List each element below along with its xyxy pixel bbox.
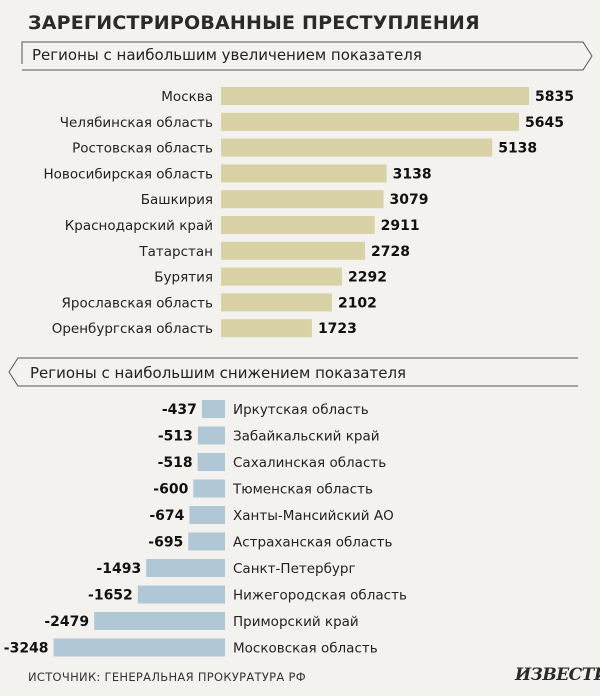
decrease-bar (137, 585, 225, 604)
increase-section-title: Регионы с наибольшим увеличением показат… (32, 46, 422, 64)
decrease-category-label: Санкт-Петербург (233, 561, 356, 577)
decrease-bar (189, 506, 225, 524)
decrease-bar (201, 400, 225, 418)
decrease-category-label: Нижегородская область (233, 588, 407, 604)
increase-category-label: Краснодарский край (65, 218, 213, 234)
increase-category-label: Ярославская область (62, 295, 214, 311)
decrease-value-label: -3248 (4, 641, 49, 657)
increase-value-label: 5645 (525, 115, 564, 131)
decrease-category-label: Сахалинская область (233, 455, 386, 471)
decrease-value-label: -518 (158, 455, 193, 471)
decrease-value-label: -1493 (96, 561, 141, 577)
increase-value-label: 2292 (348, 270, 387, 286)
decrease-bar (197, 453, 225, 471)
increase-category-label: Татарстан (138, 244, 213, 260)
decrease-section-arrow (8, 357, 578, 387)
chart-title: ЗАРЕГИСТРИРОВАННЫЕ ПРЕСТУПЛЕНИЯ (28, 12, 480, 34)
decrease-value-label: -1652 (88, 588, 133, 604)
decrease-value-label: -674 (149, 508, 184, 524)
decrease-value-label: -600 (153, 482, 188, 498)
decrease-bar (188, 532, 225, 551)
decrease-value-label: -437 (162, 402, 197, 418)
decrease-category-label: Иркутская область (233, 402, 369, 418)
decrease-bar (146, 559, 225, 577)
increase-value-label: 2911 (381, 218, 420, 234)
decrease-category-label: Приморский край (233, 614, 359, 630)
increase-value-label: 1723 (318, 321, 357, 337)
increase-category-label: Новосибирская область (44, 166, 214, 182)
increase-category-label: Челябинская область (60, 115, 213, 131)
increase-bar (221, 293, 332, 312)
increase-bar (221, 164, 387, 183)
source-note: ИСТОЧНИК: ГЕНЕРАЛЬНАЯ ПРОКУРАТУРА РФ (28, 670, 306, 684)
decrease-category-label: Астраханская область (233, 535, 392, 551)
decrease-section-title: Регионы с наибольшим снижением показател… (30, 364, 407, 382)
increase-value-label: 2728 (371, 244, 410, 260)
decrease-category-label: Ханты-Мансийский АО (233, 508, 394, 524)
increase-bar (221, 241, 365, 260)
increase-bar (221, 112, 519, 131)
increase-value-label: 5835 (535, 89, 574, 105)
increase-bar (221, 87, 529, 105)
decrease-bar (94, 612, 226, 630)
increase-bar (221, 190, 384, 209)
increase-category-label: Оренбургская область (52, 321, 213, 337)
decrease-bar (197, 426, 225, 445)
increase-category-label: Ростовская область (72, 141, 213, 157)
increase-value-label: 3079 (390, 192, 429, 208)
increase-bar (221, 267, 342, 286)
increase-bar (221, 216, 375, 234)
decrease-category-label: Забайкальский край (233, 429, 380, 445)
increase-category-label: Бурятия (154, 270, 213, 286)
decrease-value-label: -513 (158, 429, 193, 445)
decrease-category-label: Московская область (233, 641, 378, 657)
increase-value-label: 5138 (498, 141, 537, 157)
increase-value-label: 3138 (393, 166, 432, 182)
decrease-bar (193, 479, 225, 498)
increase-category-label: Башкирия (141, 192, 213, 208)
increase-section-arrow (21, 41, 593, 71)
decrease-value-label: -695 (148, 535, 183, 551)
decrease-bar (53, 638, 226, 657)
increase-bar (221, 138, 493, 157)
increase-value-label: 2102 (338, 295, 377, 311)
increase-bar (221, 319, 312, 338)
publisher-logo: ИЗВЕСТИЯ (515, 665, 600, 685)
decrease-category-label: Тюменская область (232, 482, 373, 498)
increase-category-label: Москва (161, 89, 213, 105)
decrease-value-label: -2479 (44, 614, 89, 630)
